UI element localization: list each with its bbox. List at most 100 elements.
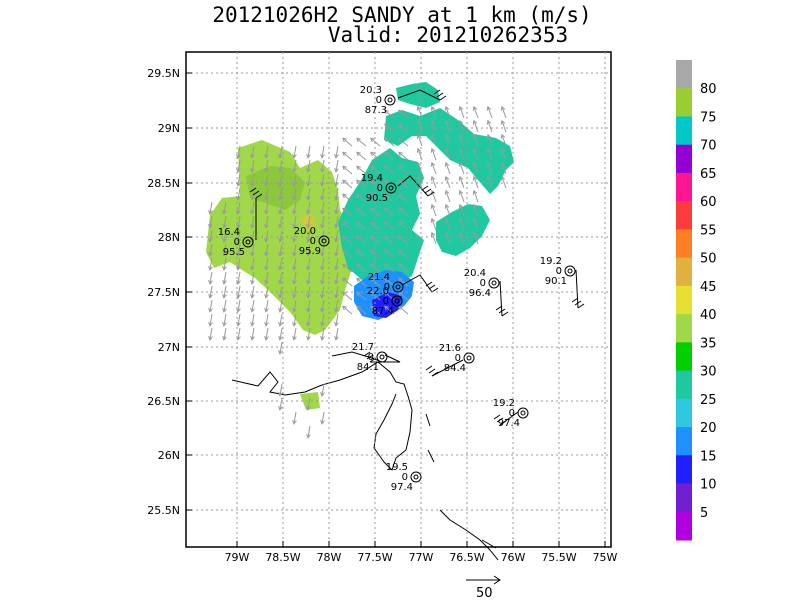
wind-vector-arrow [431, 177, 436, 188]
wind-vector-arrow [445, 177, 450, 188]
wind-vector-arrow [343, 306, 352, 314]
colorbar-segment [676, 484, 692, 513]
wind-vector-arrow [473, 121, 478, 132]
wind-vector-arrow [237, 314, 241, 326]
station-plot: 19.5097.4 [386, 462, 421, 493]
wind-vector-arrow [473, 107, 478, 118]
colorbar-label: 50 [700, 252, 717, 267]
wind-vector-arrow [357, 152, 366, 160]
station-plot: 19.2090.1 [540, 256, 575, 287]
wind-vector-arrow [279, 384, 283, 396]
colorbar-segment [676, 286, 692, 315]
colorbar-label: 5 [700, 506, 708, 521]
wind-vector-arrow [209, 272, 213, 284]
lon-label: 75.5W [541, 551, 576, 564]
station-marker [377, 352, 387, 362]
wind-vector-arrow [335, 328, 339, 340]
lat-label: 29N [158, 122, 180, 135]
wind-vector-arrow [265, 314, 269, 326]
wind-region-top [396, 82, 440, 108]
station-pressure: 90.5 [366, 193, 388, 204]
wind-vector-arrow [321, 146, 325, 158]
colorbar-segment [676, 88, 692, 117]
lon-label: 78W [317, 551, 342, 564]
color-scale-bar: 8075706560555045403530252015105 [676, 60, 717, 541]
wind-speed-shading [206, 82, 514, 410]
colorbar-label: 35 [700, 336, 717, 351]
lat-label: 28N [158, 231, 180, 244]
colorbar-segment [676, 229, 692, 258]
wind-vector-arrow [251, 300, 255, 312]
wind-vector-arrow [343, 180, 352, 188]
lon-label: 77W [409, 551, 434, 564]
station-pressure: 96.4 [469, 288, 491, 299]
wind-vector-arrow [293, 146, 297, 158]
wind-vector-arrow [307, 146, 311, 158]
reference-vector: 50 [466, 576, 500, 600]
wind-vector-arrow [343, 138, 352, 146]
colorbar-label: 10 [700, 478, 717, 493]
lat-label: 26N [158, 449, 180, 462]
lat-label: 29.5N [147, 67, 180, 80]
wind-vector-arrow [223, 286, 227, 298]
colorbar-segment [676, 314, 692, 343]
lon-label: 79W [225, 551, 250, 564]
station-plot: 19.2097.4 [493, 398, 528, 429]
wind-vector-arrow [459, 177, 464, 188]
station-pressure: 84.1 [357, 362, 379, 373]
colorbar-label: 65 [700, 167, 717, 182]
reference-vector-label: 50 [476, 586, 493, 600]
wind-vector-arrow [431, 149, 436, 160]
wind-vector-arrow [501, 177, 506, 188]
wind-vector-arrow [431, 205, 436, 216]
station-marker [411, 472, 421, 482]
colorbar-label: 30 [700, 365, 717, 380]
wind-barb [576, 270, 578, 308]
wind-vector-arrow [279, 314, 283, 326]
wind-vector-arrow [209, 202, 213, 214]
station-marker [489, 278, 499, 288]
wind-vector-arrow [209, 328, 213, 340]
colorbar-label: 55 [700, 223, 717, 238]
wind-vector-arrow [473, 191, 478, 202]
wind-vector-arrow [209, 314, 213, 326]
colorbar-segment [676, 512, 692, 541]
wind-vector-arrow [343, 166, 352, 174]
station-plot: 20.3087.3 [360, 85, 395, 116]
wind-vector-arrow [459, 107, 464, 118]
wind-vector-arrow [279, 398, 283, 410]
wind-vector-arrow [265, 328, 269, 340]
wind-vector-arrow [307, 426, 311, 438]
station-pressure: 95.5 [223, 247, 245, 258]
colorbar-segment [676, 342, 692, 371]
station-pressure: 95.9 [299, 246, 321, 257]
colorbar-segment [676, 258, 692, 287]
wind-vector-arrow [223, 314, 227, 326]
wind-vector-arrow [279, 328, 283, 340]
station-pressure: 87.3 [365, 105, 387, 116]
wind-vector-arrow [431, 233, 436, 244]
wind-vector-arrow [279, 342, 283, 354]
wind-vector-arrow [223, 300, 227, 312]
station-pressure: 97.4 [391, 482, 413, 493]
lat-label: 25.5N [147, 504, 180, 517]
station-marker [464, 353, 474, 363]
lat-label: 28.5N [147, 177, 180, 190]
station-pressure: 84.4 [444, 363, 466, 374]
wind-vector-arrow [335, 174, 339, 186]
wind-vector-arrow [251, 314, 255, 326]
colorbar-label: 75 [700, 110, 717, 125]
colorbar-label: 40 [700, 308, 717, 323]
wind-vector-arrow [501, 121, 506, 132]
colorbar-label: 45 [700, 280, 717, 295]
wind-vector-arrow [501, 107, 506, 118]
wind-vector-arrow [321, 412, 325, 424]
colorbar-label: 80 [700, 82, 717, 97]
lat-label: 27N [158, 341, 180, 354]
lat-label: 27.5N [147, 286, 180, 299]
wind-vector-arrow [417, 135, 422, 146]
lon-label: 77.5W [357, 551, 392, 564]
wind-vector-arrow [445, 205, 450, 216]
wind-vector-arrow [431, 219, 436, 230]
colorbar-segment [676, 399, 692, 428]
